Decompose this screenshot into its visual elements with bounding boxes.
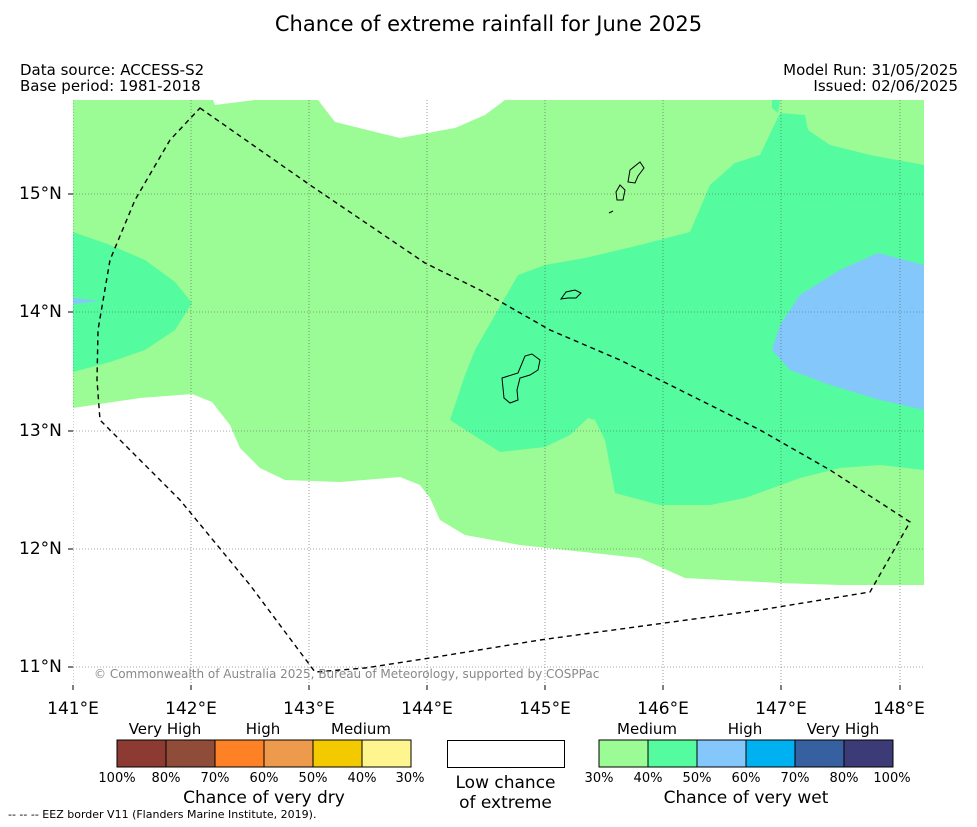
copyright-notice: © Commonwealth of Australia 2025, Bureau… [94, 667, 600, 681]
wet-level-high: High [727, 720, 763, 738]
wet-level-very-high: Very High [806, 720, 880, 738]
lon-label-141e: 141°E [47, 699, 99, 719]
dry-level-high: High [245, 720, 281, 738]
dry-tick-40: 40% [347, 771, 377, 786]
page-title: Chance of extreme rainfall for June 2025 [274, 12, 703, 36]
lon-label-143e: 143°E [283, 699, 335, 719]
wet-colorbar-title: Chance of very wet [663, 788, 829, 808]
lat-label-14n: 14°N [19, 302, 62, 322]
dry-colorbar-title: Chance of very dry [183, 788, 345, 808]
dry-level-very-high: Very High [128, 720, 202, 738]
dry-tick-30: 30% [395, 771, 425, 786]
eez-footnote: -- -- -- EEZ border V11 (Flanders Marine… [8, 808, 317, 821]
zone-50-60-percent-east [772, 253, 924, 410]
wet-swatch-40-50 [647, 739, 698, 768]
dry-swatch-60-50 [263, 739, 314, 768]
map-plot-area [73, 100, 924, 685]
dry-colorbar [116, 739, 412, 768]
lat-label-13n: 13°N [19, 421, 62, 441]
wet-colorbar [598, 739, 894, 768]
island-aguijan [608, 210, 614, 214]
wet-swatch-50-60 [696, 739, 747, 768]
lon-label-146e: 146°E [637, 699, 689, 719]
model-run-label: Model Run: 31/05/2025 [783, 61, 958, 79]
wet-tick-100: 100% [873, 771, 911, 786]
wet-tick-40: 40% [633, 771, 663, 786]
meta-right: Model Run: 31/05/2025 Issued: 02/06/2025 [783, 62, 958, 94]
lon-label-147e: 147°E [755, 699, 807, 719]
island-rota [559, 289, 582, 300]
lon-label-142e: 142°E [165, 699, 217, 719]
dry-swatch-100-80 [116, 739, 167, 768]
lon-label-148e: 148°E [873, 699, 925, 719]
wet-tick-50: 50% [682, 771, 712, 786]
zone-40-50-percent-east [450, 113, 924, 505]
lon-label-145e: 145°E [519, 699, 571, 719]
rainfall-map [68, 100, 924, 690]
lat-label-15n: 15°N [19, 184, 62, 204]
dry-swatch-40-30 [361, 739, 412, 768]
map-gridlines [73, 100, 924, 685]
zone-50-60-percent-west [73, 298, 100, 304]
wet-tick-60: 60% [731, 771, 761, 786]
lat-label-11n: 11°N [19, 657, 62, 677]
wet-swatch-70-80 [794, 739, 845, 768]
island-saipan [627, 161, 645, 184]
dry-swatch-70-60 [214, 739, 265, 768]
meta-left: Data source: ACCESS-S2 Base period: 1981… [20, 62, 204, 94]
wet-tick-70: 70% [780, 771, 810, 786]
island-guam [501, 353, 541, 404]
dry-level-medium: Medium [331, 720, 391, 738]
lat-label-12n: 12°N [19, 539, 62, 559]
dry-swatch-80-70 [165, 739, 216, 768]
base-period-label: Base period: 1981-2018 [20, 77, 201, 95]
axis-ticks [68, 193, 901, 690]
island-outlines [501, 161, 645, 404]
zone-40-50-percent-west [73, 232, 192, 372]
wet-level-medium: Medium [617, 720, 677, 738]
zone-40-50-percent-north [772, 100, 780, 113]
low-chance-line1: Low chance [455, 773, 556, 793]
dry-tick-100: 100% [98, 771, 136, 786]
dry-swatch-50-40 [312, 739, 363, 768]
low-chance-label: Low chance of extreme [447, 773, 564, 813]
wet-swatch-60-70 [745, 739, 796, 768]
data-source-label: Data source: ACCESS-S2 [20, 61, 205, 79]
eez-border [96, 107, 911, 673]
dry-tick-80: 80% [151, 771, 181, 786]
issued-label: Issued: 02/06/2025 [813, 77, 958, 95]
wet-tick-80: 80% [829, 771, 859, 786]
wet-swatch-80-100 [843, 739, 894, 768]
dry-tick-70: 70% [200, 771, 230, 786]
dry-tick-60: 60% [249, 771, 279, 786]
island-tinian [615, 184, 626, 201]
low-chance-swatch [447, 740, 565, 768]
lon-label-144e: 144°E [401, 699, 453, 719]
low-chance-line2: of extreme [459, 793, 552, 813]
wet-tick-30: 30% [584, 771, 614, 786]
wet-swatch-30-40 [598, 739, 649, 768]
dry-tick-50: 50% [298, 771, 328, 786]
